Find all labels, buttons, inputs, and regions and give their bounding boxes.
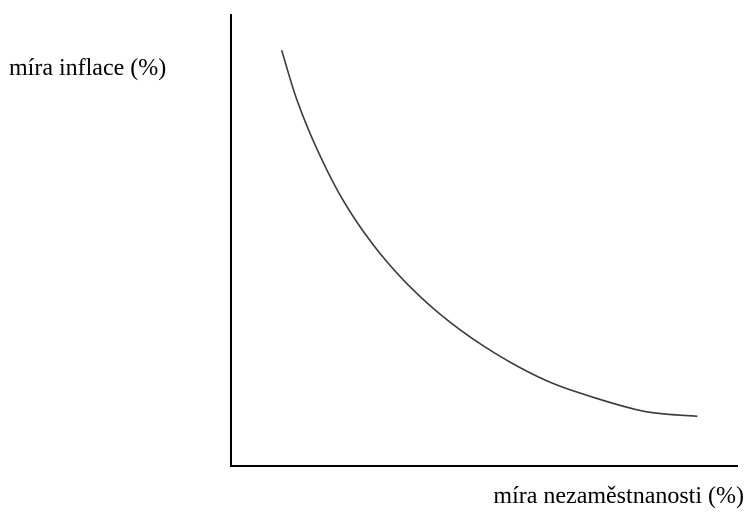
series-line	[280, 49, 698, 418]
x-axis-label: míra nezaměstnanosti (%)	[493, 483, 744, 509]
y-axis-label: míra inflace (%)	[9, 55, 167, 81]
